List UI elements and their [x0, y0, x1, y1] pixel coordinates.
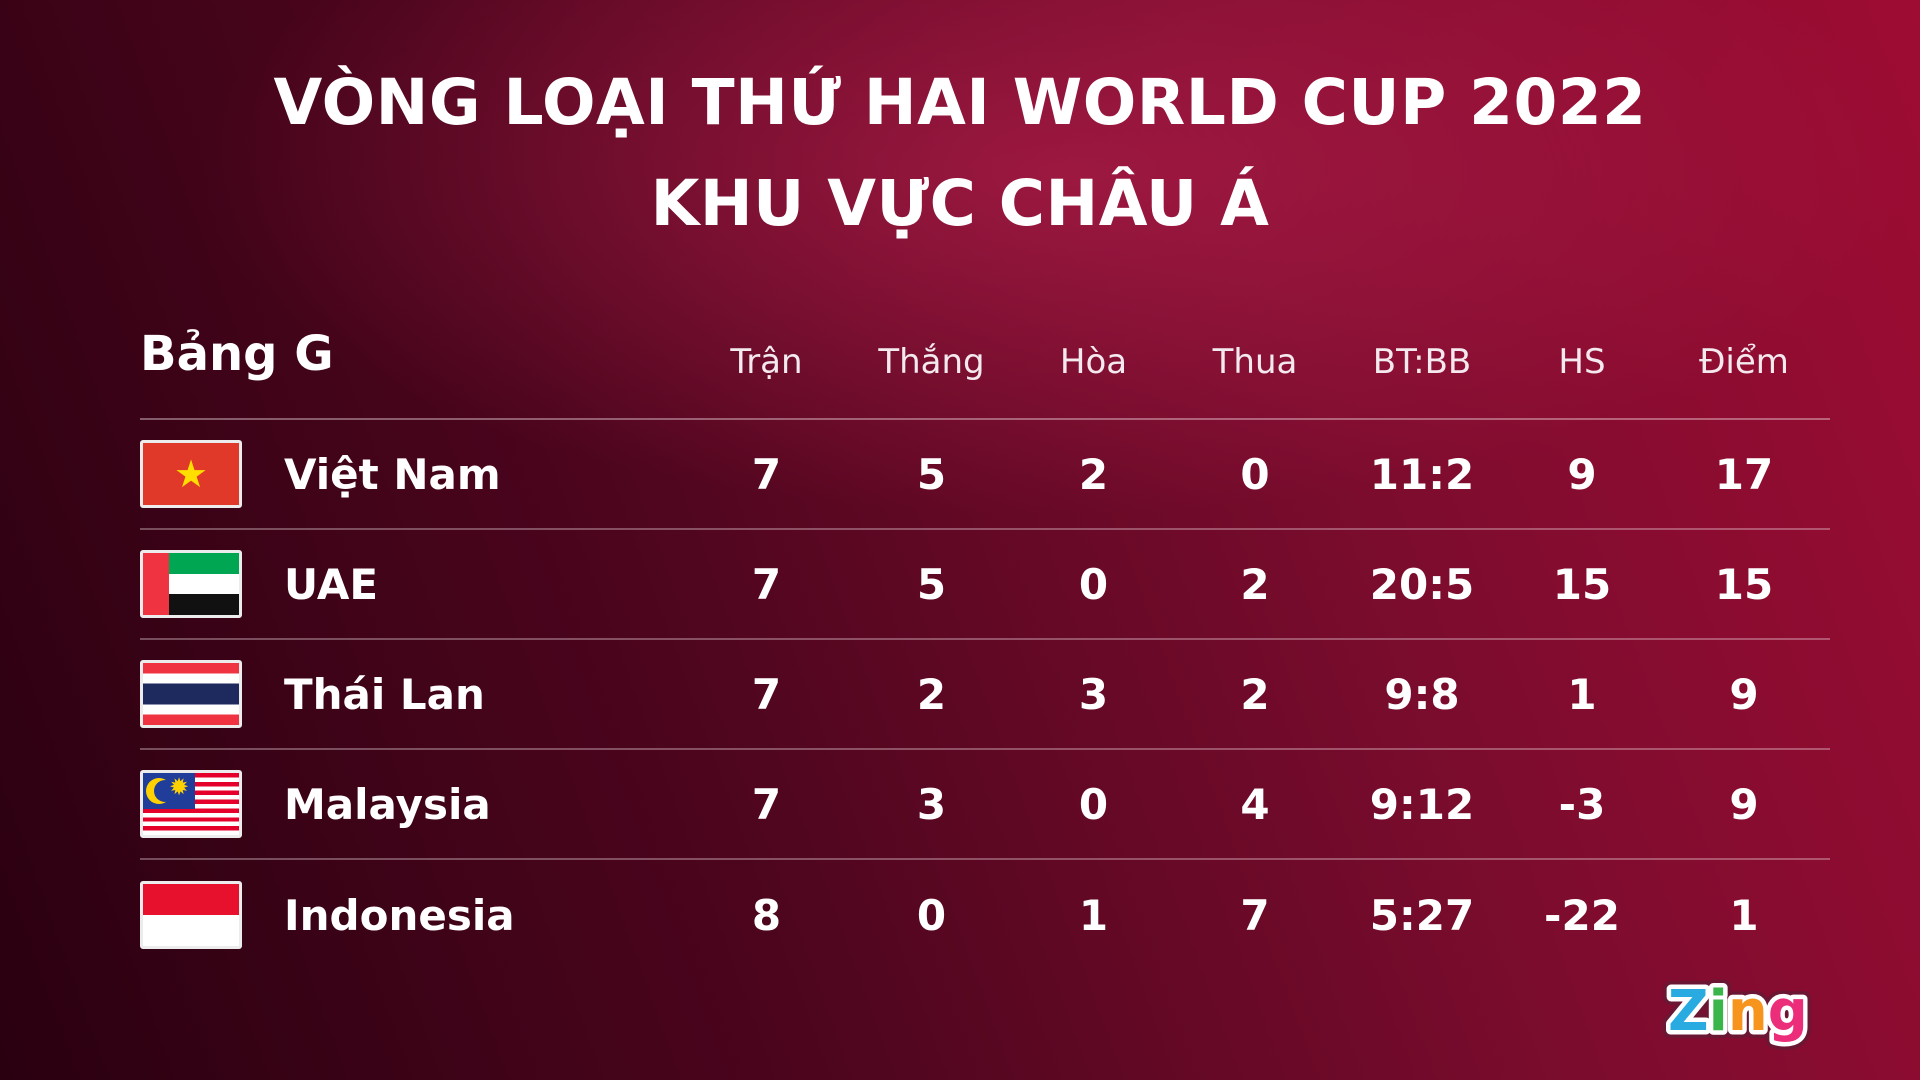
stat-goals: 5:27 — [1369, 890, 1475, 940]
vietnam-flag-icon: ★ — [140, 440, 242, 508]
stat-points: 17 — [1714, 449, 1774, 499]
standings-table: Bảng G Trận Thắng Hòa Thua BT:BB HS Điểm… — [140, 254, 1830, 970]
table-row-malaysia: ✹ Malaysia 7 3 0 4 9:12 -3 9 — [140, 750, 1830, 860]
zing-letter-g: g — [1768, 979, 1808, 1044]
column-header-goal-diff: HS — [1558, 342, 1606, 382]
stat-goal-diff: -22 — [1544, 890, 1620, 940]
zing-logo-svg: Zing Zing Zing — [1660, 971, 1816, 1052]
malaysia-flag-canton: ✹ — [143, 773, 195, 809]
column-header-lost: Thua — [1212, 342, 1298, 382]
zing-letter-z: Z — [1668, 979, 1709, 1044]
team-cell: UAE — [140, 550, 685, 618]
table-row-indonesia: Indonesia 8 0 1 7 5:27 -22 1 — [140, 860, 1830, 970]
vietnam-star-icon: ★ — [173, 452, 209, 496]
team-name: Malaysia — [284, 779, 491, 829]
team-cell: ✹ Malaysia — [140, 770, 685, 838]
stat-points: 15 — [1714, 559, 1774, 609]
column-header-points: Điểm — [1699, 342, 1789, 382]
thailand-flag-icon — [140, 660, 242, 728]
stat-goals: 9:12 — [1369, 779, 1475, 829]
uae-flag-icon — [140, 550, 242, 618]
stat-lost: 4 — [1240, 779, 1270, 829]
stat-won: 3 — [916, 779, 947, 829]
stat-drawn: 0 — [1078, 559, 1109, 609]
stat-points: 1 — [1729, 890, 1759, 940]
stat-won: 5 — [916, 559, 947, 609]
team-cell: Indonesia — [140, 881, 685, 949]
stat-drawn: 1 — [1078, 890, 1109, 940]
stat-played: 7 — [751, 559, 782, 609]
stat-played: 7 — [751, 449, 782, 499]
stat-lost: 0 — [1240, 449, 1270, 499]
team-name: Việt Nam — [284, 449, 501, 499]
stat-won: 0 — [916, 890, 947, 940]
stat-goal-diff: 1 — [1567, 669, 1597, 719]
team-name: Thái Lan — [284, 669, 485, 719]
column-header-goals: BT:BB — [1372, 342, 1472, 382]
group-label: Bảng G — [140, 326, 334, 382]
uae-flag-red-band — [143, 553, 169, 615]
stat-played: 7 — [751, 779, 782, 829]
stat-goal-diff: -3 — [1558, 779, 1606, 829]
table-header-row: Bảng G Trận Thắng Hòa Thua BT:BB HS Điểm — [140, 254, 1830, 420]
zing-logo: Zing Zing Zing — [1658, 970, 1836, 1058]
page-title: VÒNG LOẠI THỨ HAI WORLD CUP 2022 KHU VỰC… — [0, 0, 1920, 254]
stat-points: 9 — [1729, 779, 1759, 829]
stat-goals: 20:5 — [1369, 559, 1475, 609]
stat-won: 2 — [916, 669, 947, 719]
table-row-thailand: Thái Lan 7 2 3 2 9:8 1 9 — [140, 640, 1830, 750]
stat-drawn: 3 — [1078, 669, 1109, 719]
stat-lost: 2 — [1240, 669, 1270, 719]
stat-goal-diff: 15 — [1552, 559, 1612, 609]
stat-played: 8 — [751, 890, 782, 940]
stat-lost: 7 — [1240, 890, 1270, 940]
zing-logo-letters: Zing — [1668, 979, 1808, 1044]
table-row-vietnam: ★ Việt Nam 7 5 2 0 11:2 9 17 — [140, 420, 1830, 530]
stat-goals: 11:2 — [1369, 449, 1475, 499]
team-name: UAE — [284, 559, 379, 609]
zing-letter-i: i — [1709, 979, 1728, 1044]
column-header-played: Trận — [730, 342, 803, 382]
team-cell: Thái Lan — [140, 660, 685, 728]
stat-goals: 9:8 — [1384, 669, 1460, 719]
stat-drawn: 0 — [1078, 779, 1109, 829]
stat-won: 5 — [916, 449, 947, 499]
indonesia-flag-icon — [140, 881, 242, 949]
table-row-uae: UAE 7 5 0 2 20:5 15 15 — [140, 530, 1830, 640]
column-header-drawn: Hòa — [1059, 342, 1128, 382]
malaysia-flag-icon: ✹ — [140, 770, 242, 838]
team-name: Indonesia — [284, 890, 515, 940]
zing-logo-white-outline: Zing — [1668, 979, 1808, 1044]
stat-lost: 2 — [1240, 559, 1270, 609]
zing-letter-n: n — [1728, 979, 1768, 1044]
uae-flag-stripes — [168, 553, 239, 615]
team-cell: ★ Việt Nam — [140, 440, 685, 508]
title-line-2: KHU VỰC CHÂU Á — [650, 167, 1270, 240]
title-line-1: VÒNG LOẠI THỨ HAI WORLD CUP 2022 — [273, 66, 1647, 139]
column-header-won: Thắng — [878, 342, 985, 382]
stat-goal-diff: 9 — [1567, 449, 1597, 499]
stat-drawn: 2 — [1078, 449, 1109, 499]
malaysia-star-icon: ✹ — [169, 773, 190, 801]
stat-points: 9 — [1729, 669, 1759, 719]
zing-logo-outer-outline: Zing — [1668, 979, 1808, 1044]
stat-played: 7 — [751, 669, 782, 719]
